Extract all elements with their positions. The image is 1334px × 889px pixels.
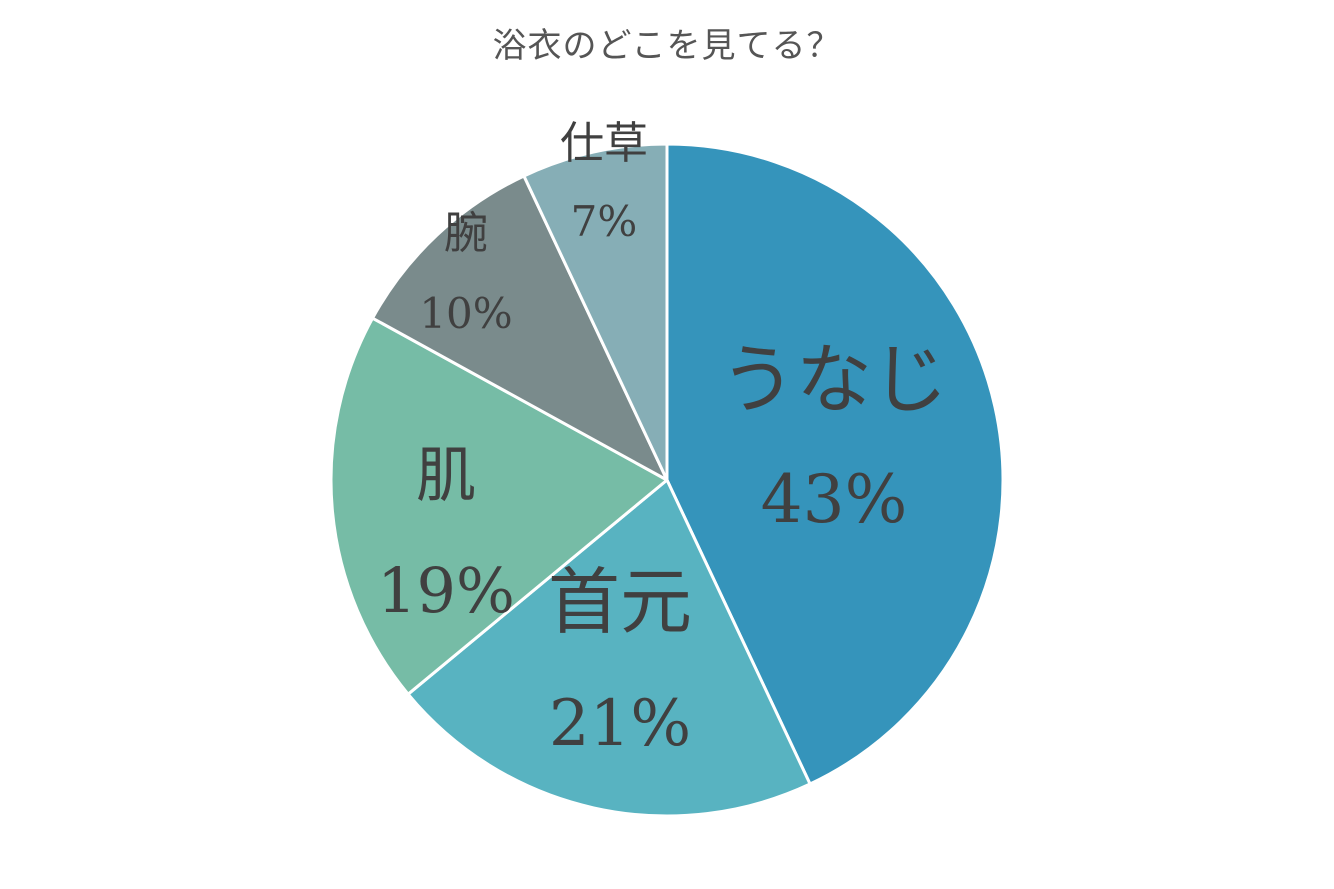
slice-label-3: 肌 [416,441,476,511]
pie-labels: うなじ 43% 首元 21% 肌 19% 腕 10% 仕草 7% [377,118,948,761]
slice-label-1: うなじ [720,335,948,424]
slice-label-2: 首元 [548,560,692,644]
pie-slice-2 [406,478,812,818]
pie-slice-1 [665,142,1005,786]
slice-value-label-1: 43% [761,461,908,538]
slice-value-label-5: 7% [571,197,638,246]
pie-slice-3 [329,316,669,696]
slice-label-4: 腕 [444,208,488,259]
slice-value-label-2: 21% [549,687,691,761]
pie-slice-4 [371,174,669,482]
slice-value-label-4: 10% [419,289,512,338]
slice-label-5: 仕草 [560,118,648,169]
pie-slices [329,142,1005,818]
chart-title: 浴衣のどこを見てる？ [492,26,842,66]
pie-slice-5 [522,142,669,482]
slice-value-label-3: 19% [377,554,515,627]
